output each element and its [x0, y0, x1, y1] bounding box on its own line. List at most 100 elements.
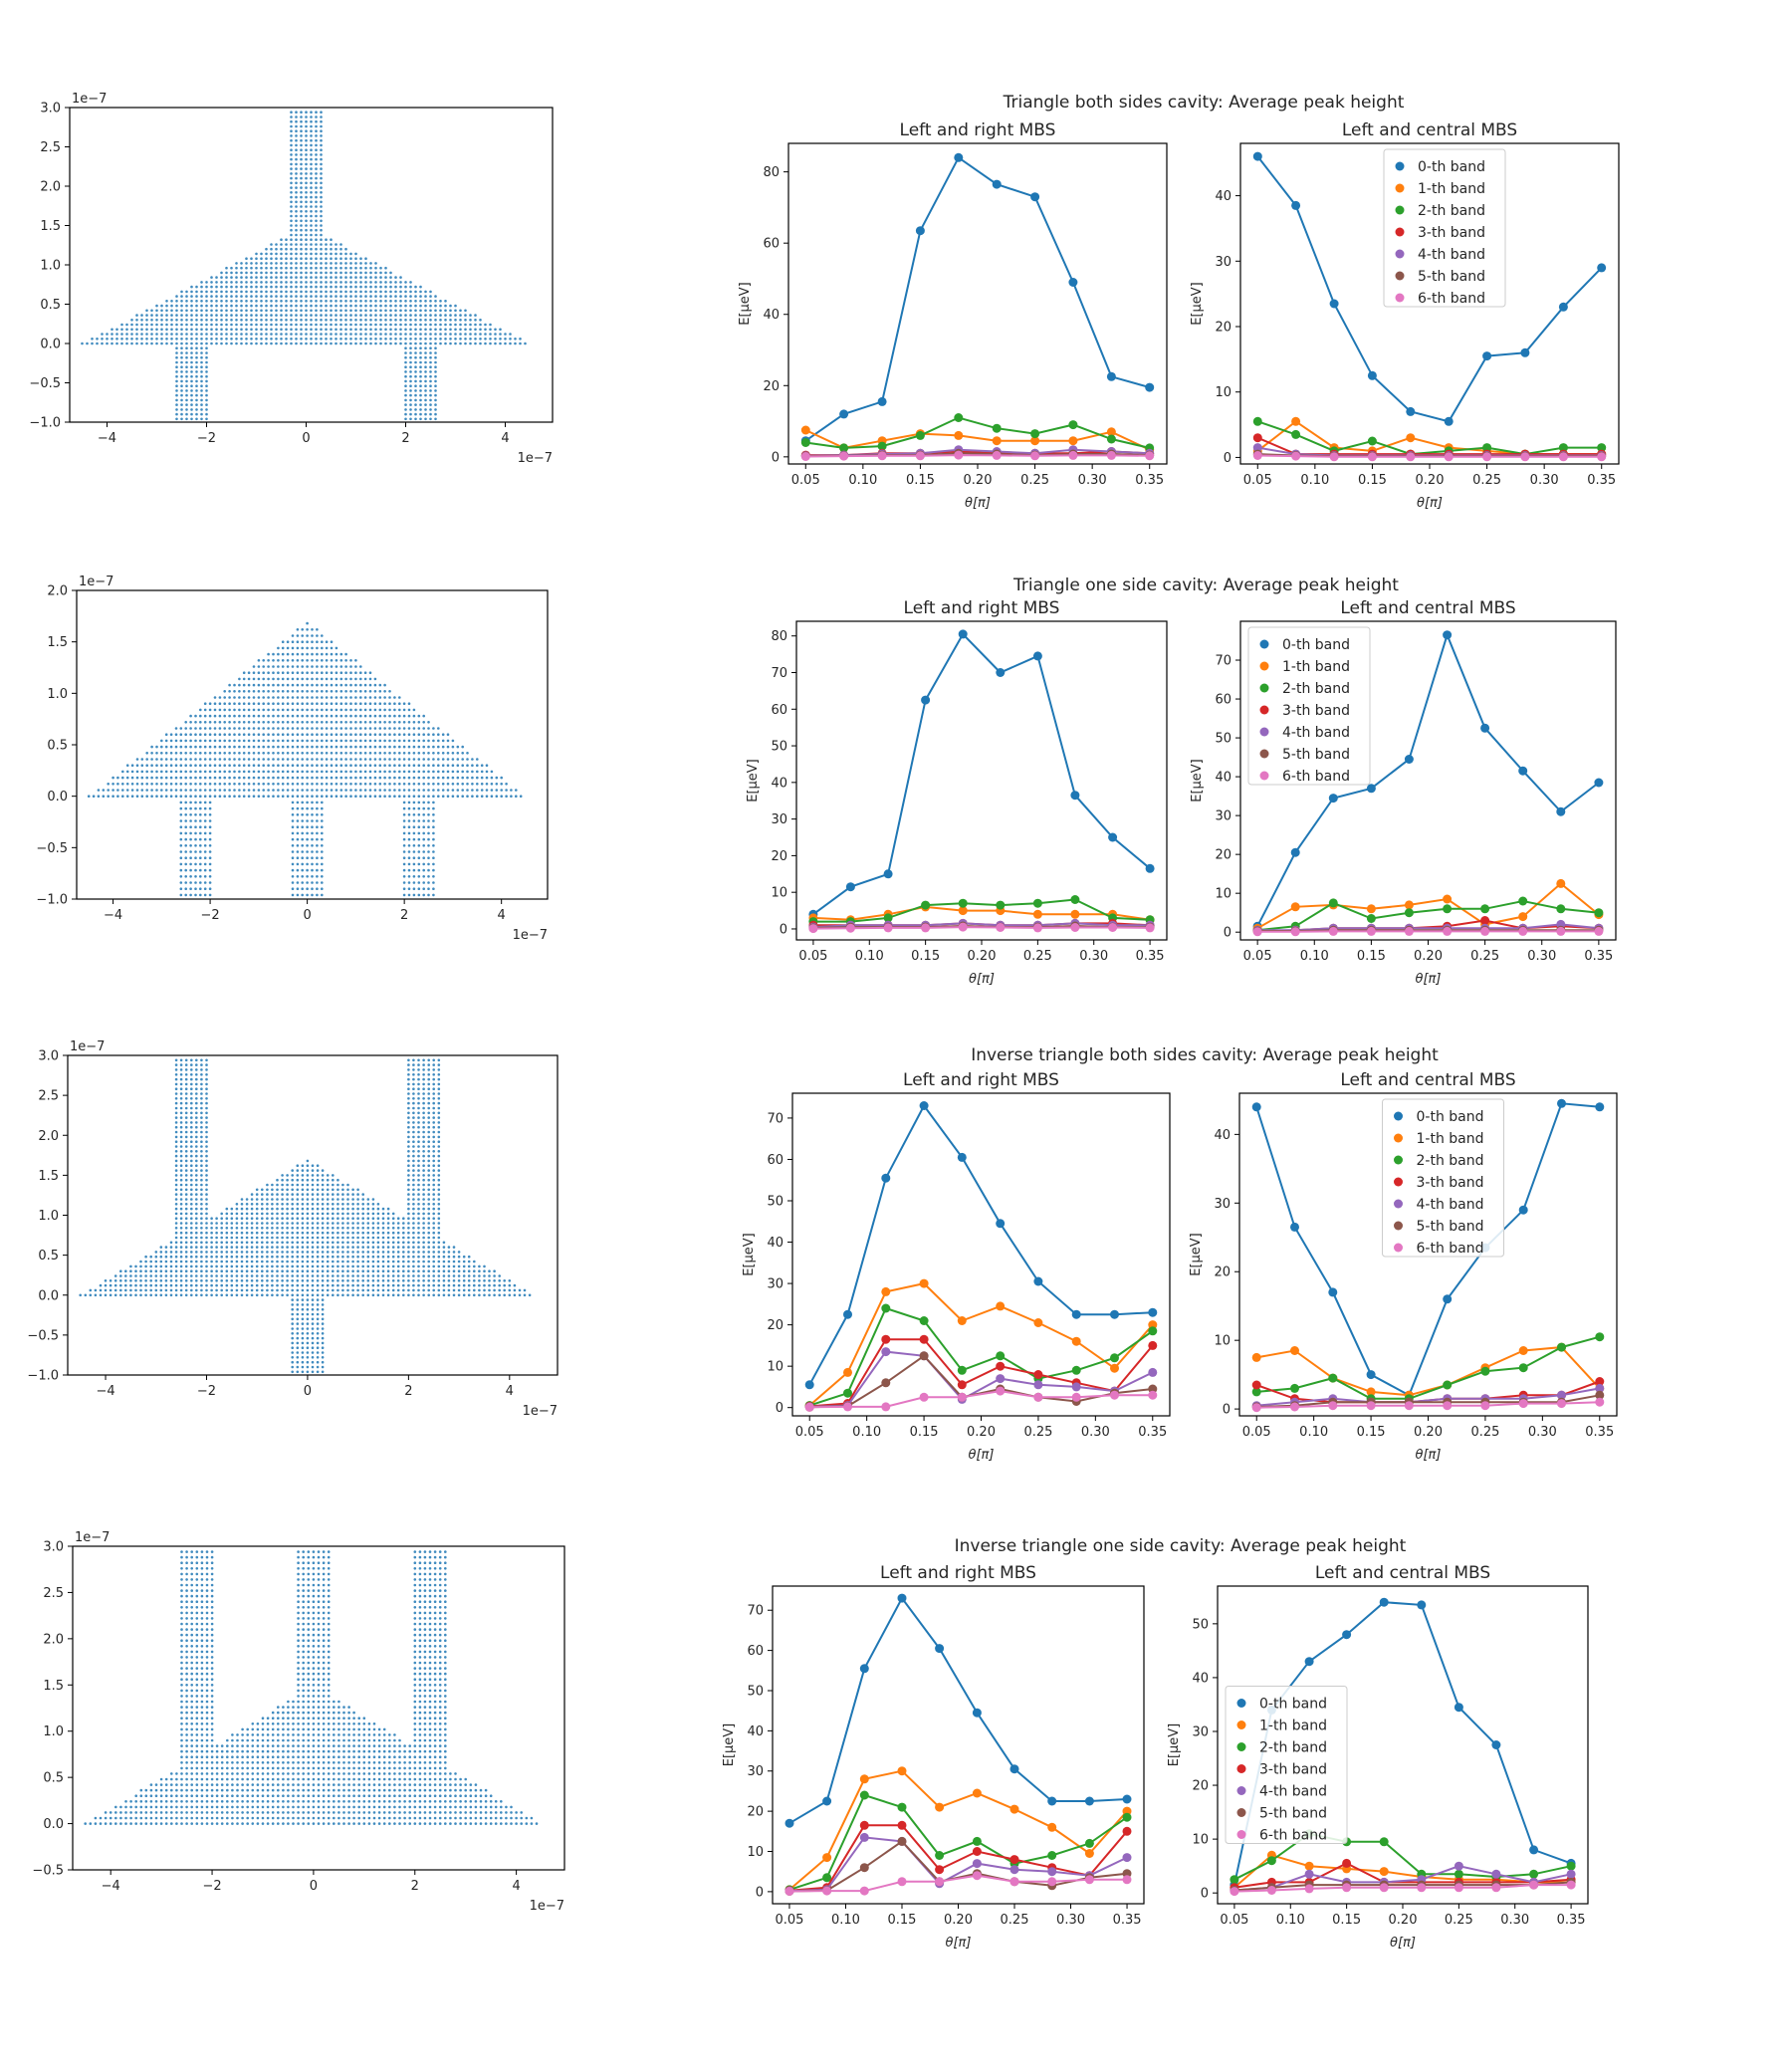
lattice-point: [320, 257, 323, 261]
lattice-point: [220, 1260, 223, 1263]
lattice-point: [311, 1269, 315, 1272]
lattice-point: [272, 783, 275, 786]
lattice-point: [205, 370, 208, 373]
lattice-point: [213, 789, 217, 792]
lattice-point: [265, 247, 268, 251]
lattice-point: [180, 365, 183, 369]
lattice-point: [245, 300, 248, 303]
lattice-point: [444, 333, 447, 336]
lattice-point: [195, 1217, 198, 1220]
lattice-point: [290, 233, 293, 237]
lattice-point: [235, 262, 238, 265]
x-axis-label: θ[π]: [969, 972, 995, 987]
lattice-point: [261, 1283, 264, 1287]
lattice-point: [310, 157, 313, 161]
lattice-point: [311, 739, 314, 743]
lattice-point: [262, 776, 266, 780]
lattice-point: [300, 205, 303, 208]
lattice-point: [366, 1227, 370, 1230]
lattice-point: [407, 721, 411, 724]
lattice-point: [154, 1251, 158, 1254]
lattice-point: [295, 167, 298, 170]
data-point: [839, 409, 849, 419]
lattice-point: [223, 770, 226, 774]
lattice-point: [271, 1288, 274, 1292]
lattice-point: [276, 1251, 279, 1254]
lattice-point: [116, 776, 119, 780]
data-point: [1404, 908, 1414, 918]
lattice-point: [223, 702, 226, 705]
lattice-point: [363, 677, 367, 681]
lattice-point: [144, 1274, 147, 1277]
lattice-point: [378, 708, 382, 712]
lattice-point: [368, 764, 372, 767]
lattice-point: [266, 1293, 269, 1297]
lattice-point: [316, 789, 319, 792]
lattice-point: [359, 665, 362, 668]
lattice-point: [311, 1217, 315, 1220]
lattice-point: [200, 314, 203, 317]
data-point: [845, 923, 855, 933]
data-point: [1366, 784, 1376, 794]
lattice-point: [359, 257, 362, 261]
lattice-point: [369, 262, 372, 265]
lattice-point: [394, 276, 397, 279]
lattice-point: [394, 285, 397, 289]
lattice-point: [335, 764, 338, 767]
lattice-point: [250, 1222, 254, 1225]
lattice-point: [220, 300, 223, 303]
lattice-point: [325, 285, 328, 289]
data-point: [883, 913, 893, 923]
lattice-point: [155, 752, 158, 755]
lattice-point: [432, 1251, 436, 1254]
lattice-point: [208, 856, 212, 859]
lattice-point: [325, 243, 328, 246]
lattice-point: [277, 646, 280, 650]
lattice-point: [396, 1288, 400, 1292]
lattice-point: [159, 1269, 163, 1272]
lattice-point: [351, 1279, 354, 1282]
lattice-point: [404, 360, 407, 364]
x-scale-label: 1e−7: [513, 928, 548, 943]
lattice-point: [225, 1207, 229, 1211]
lattice-point: [190, 1274, 193, 1277]
lattice-point: [321, 640, 324, 643]
lattice-point: [150, 795, 153, 798]
lattice-point: [164, 789, 168, 792]
lattice-point: [494, 333, 497, 336]
lattice-point: [371, 1227, 375, 1230]
lattice-point: [295, 295, 298, 298]
lattice-point: [422, 764, 426, 767]
lattice-point: [330, 338, 333, 341]
lattice-point: [164, 1246, 168, 1249]
lattice-point: [233, 708, 236, 712]
lattice-point: [190, 1217, 193, 1220]
lattice-point: [291, 868, 295, 872]
lattice-point: [195, 1279, 198, 1282]
lattice-point: [378, 758, 382, 761]
lattice-point: [499, 338, 502, 341]
lattice-point: [169, 1274, 173, 1277]
lattice-point: [296, 789, 300, 792]
lattice-point: [203, 702, 207, 705]
lattice-point: [285, 266, 288, 270]
lattice-point: [281, 1246, 284, 1249]
lattice-point: [228, 739, 231, 743]
lattice-point: [272, 795, 275, 798]
lattice-point: [87, 795, 91, 798]
lattice-point: [344, 342, 347, 345]
lattice-point: [371, 1274, 375, 1277]
lattice-point: [325, 333, 328, 336]
lattice-point: [189, 868, 192, 872]
lattice-point: [332, 1251, 335, 1254]
lattice-point: [225, 1288, 229, 1292]
lattice-point: [432, 862, 435, 866]
lattice-point: [184, 727, 187, 730]
lattice-point: [373, 795, 377, 798]
lattice-point: [326, 1293, 330, 1297]
lattice-point: [389, 271, 392, 275]
lattice-point: [223, 758, 226, 761]
lattice-point: [306, 1255, 310, 1259]
lattice-point: [363, 714, 367, 718]
data-point: [1070, 791, 1080, 801]
